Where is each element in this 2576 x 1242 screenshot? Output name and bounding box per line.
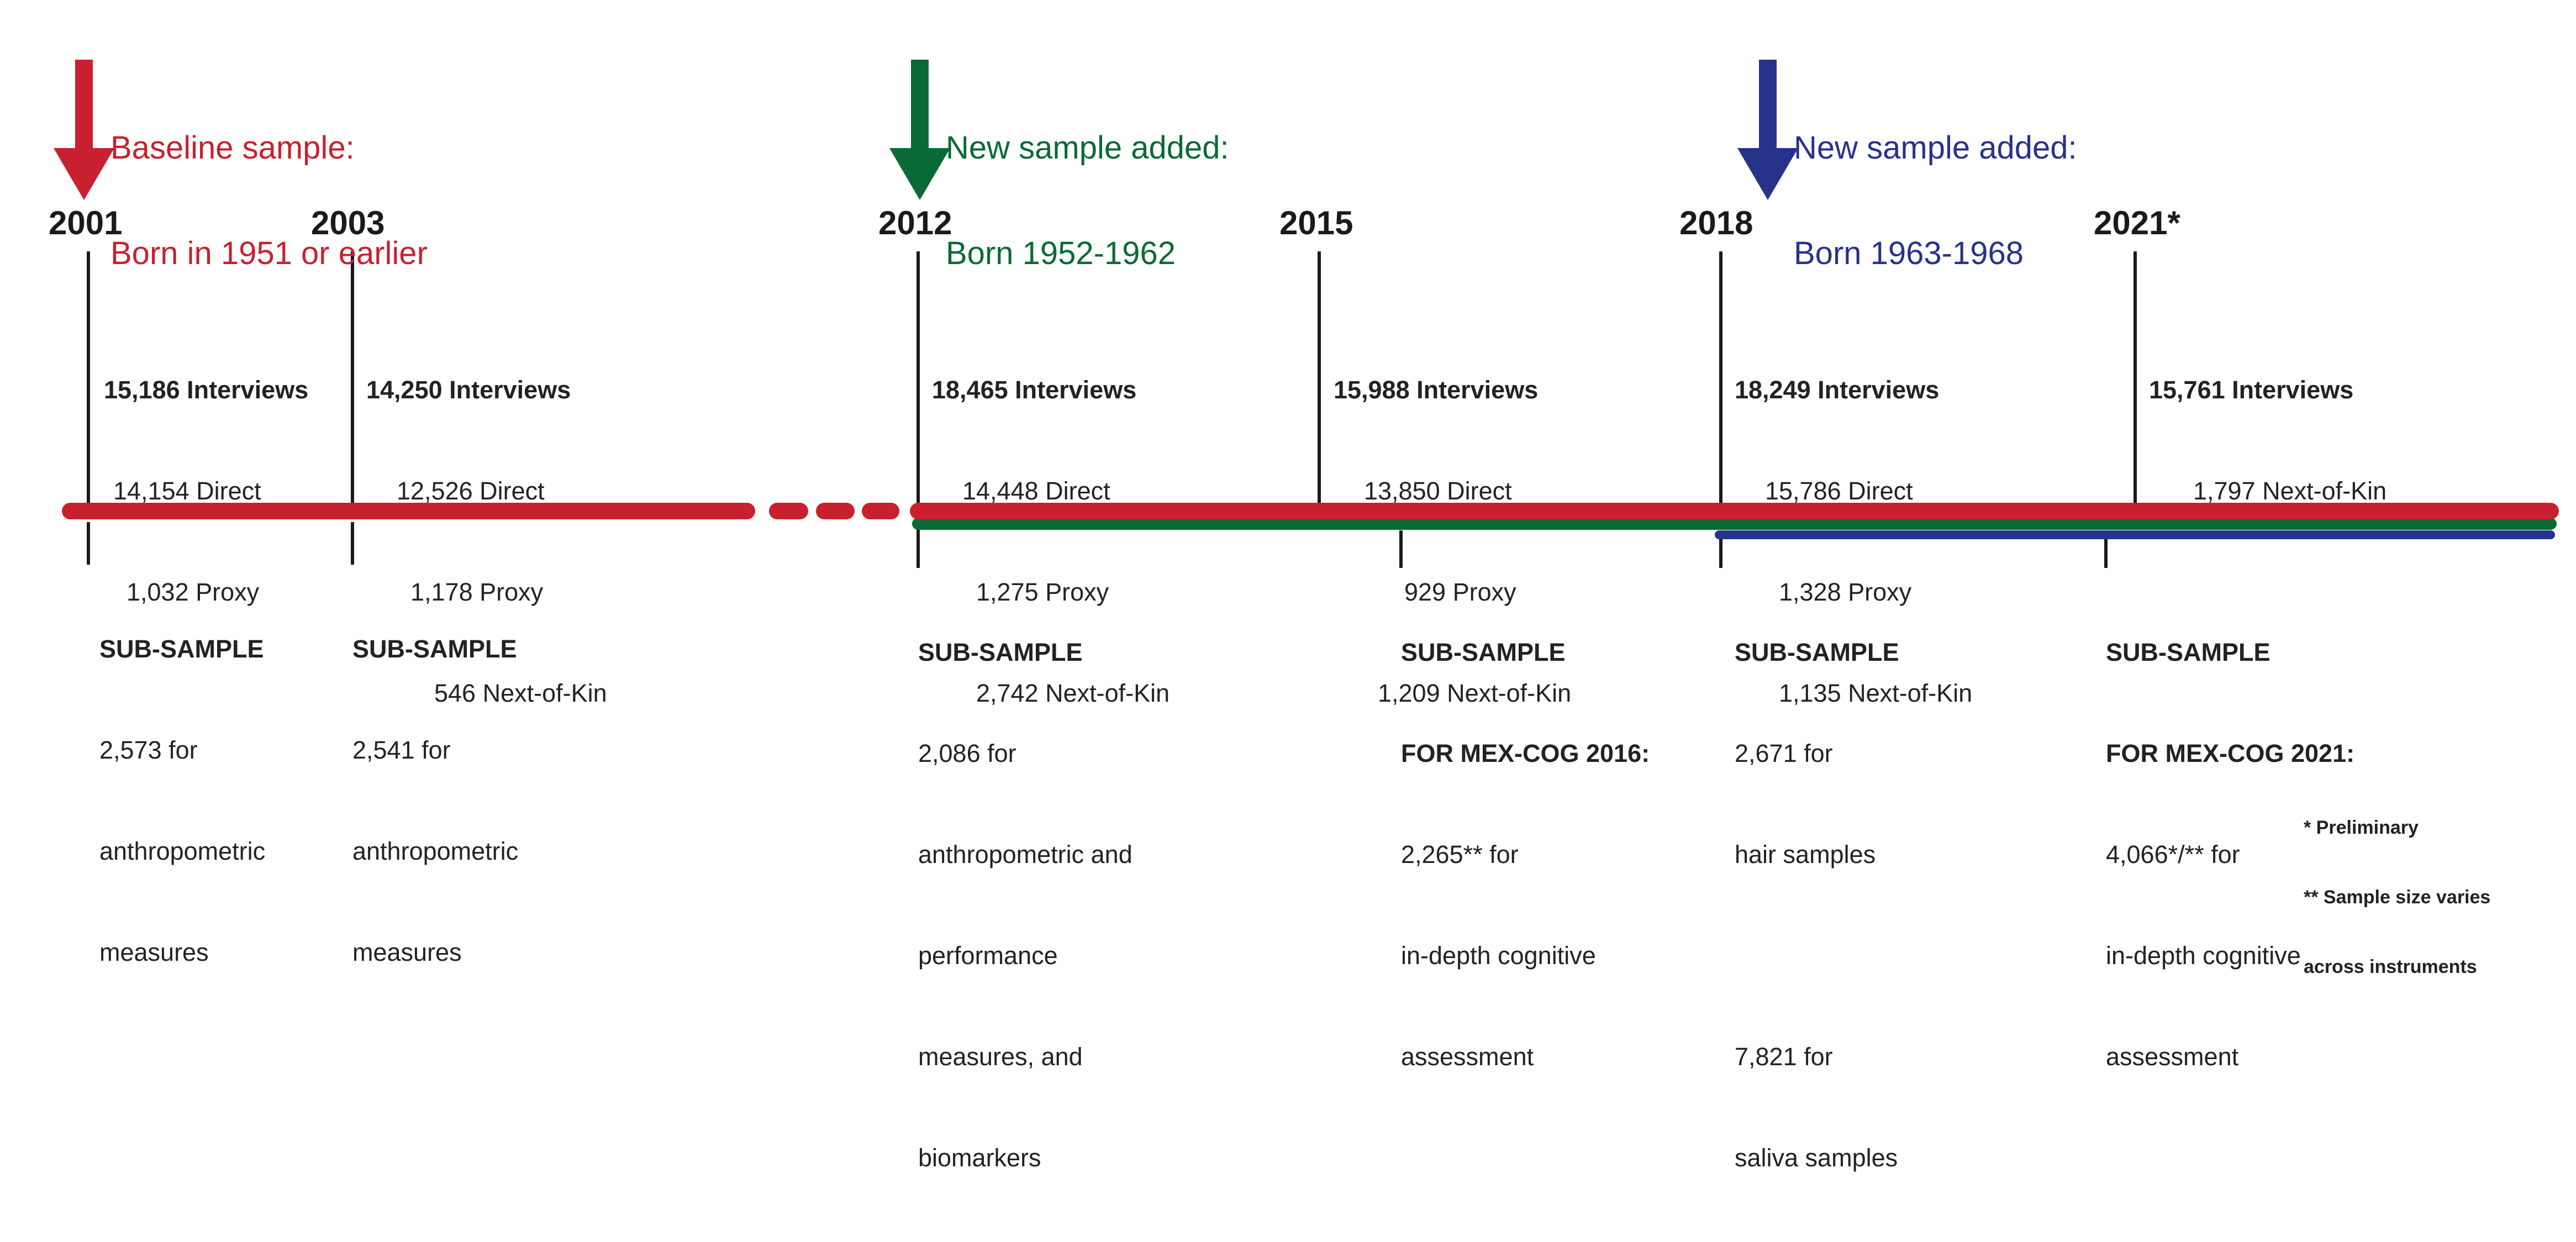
subsample-block-2018: SUB-SAMPLE 2,671 for hair samples 7,821 …	[1735, 568, 1899, 1242]
interviews-detail: 1,135 Next-of-Kin	[1779, 679, 1973, 707]
subsample-line: measures	[99, 938, 209, 966]
interviews-detail: 14,154 Direct	[113, 477, 261, 505]
subsample-block-2012: SUB-SAMPLE 2,086 for anthropometric and …	[918, 568, 1132, 1242]
interviews-total: 14,250 Interviews	[366, 376, 571, 404]
subsample-title: FOR MEX-COG 2016:	[1401, 739, 1650, 767]
cohort-label-line: Born 1963-1968	[1794, 235, 2024, 271]
interviews-detail: 929 Proxy	[1404, 578, 1516, 606]
subsample-line: measures, and	[918, 1043, 1083, 1071]
footnote: ** Sample size varies	[2304, 887, 2491, 908]
subsample-line: biomarkers	[918, 1144, 1041, 1172]
subsample-line: 2,265** for	[1401, 840, 1519, 869]
interviews-block-2015: 15,988 Interviews 13,850 Direct 929 Prox…	[1334, 306, 1571, 777]
cohort-label-line: Baseline sample:	[110, 129, 355, 166]
subsample-line: anthropometric and	[918, 840, 1132, 869]
subsample-line: 4,066*/** for	[2106, 840, 2240, 869]
interviews-detail: 15,786 Direct	[1765, 477, 1913, 505]
interviews-total: 15,186 Interviews	[104, 376, 309, 404]
interviews-detail: 1,032 Proxy	[127, 578, 260, 606]
subsample-line: hair samples	[1735, 840, 1876, 869]
subsample-title: SUB-SAMPLE	[918, 638, 1083, 666]
timeline-diagram: Baseline sample: Born in 1951 or earlier…	[49, 60, 2559, 1172]
subsample-block-2003: SUB-SAMPLE 2,541 for anthropometric meas…	[352, 565, 518, 1036]
subsample-line: 2,541 for	[352, 736, 451, 764]
year-label: 2018	[1679, 204, 1753, 241]
subsample-line: anthropometric	[99, 837, 266, 865]
cohort-label-2018: New sample added: Born 1963-1968	[1794, 60, 2077, 341]
subsample-title: SUB-SAMPLE	[1735, 638, 1899, 666]
subsample-line: measures	[352, 938, 462, 966]
interviews-detail: 13,850 Direct	[1364, 477, 1512, 505]
interviews-detail: 1,797 Next-of-Kin	[2193, 477, 2387, 505]
footnotes: * Preliminary ** Sample size varies acro…	[2304, 770, 2490, 1025]
cohort-label-line: Born in 1951 or earlier	[110, 235, 428, 271]
arrow-down-icon-baseline-shaft	[75, 60, 93, 152]
cohort-label-2012: New sample added: Born 1952-1962	[946, 60, 1229, 341]
year-label: 2021*	[2094, 204, 2180, 241]
cohort-label-baseline: Baseline sample: Born in 1951 or earlier	[110, 60, 428, 341]
cohort-label-line: New sample added:	[946, 129, 1229, 166]
interviews-block-2003: 14,250 Interviews 12,526 Direct 1,178 Pr…	[366, 306, 607, 777]
footnote: across instruments	[2304, 956, 2477, 977]
subsample-line: saliva samples	[1735, 1144, 1898, 1172]
interviews-detail: 12,526 Direct	[397, 477, 545, 505]
interviews-total: 15,761 Interviews	[2149, 376, 2354, 404]
year-label: 2001	[49, 204, 123, 241]
arrow-down-icon-2012-head	[889, 148, 950, 200]
subsample-line: 2,573 for	[99, 736, 198, 764]
subsample-title: SUB-SAMPLE	[2106, 638, 2271, 666]
interviews-detail: 14,448 Direct	[962, 477, 1110, 505]
timeline-graphics	[54, 60, 2559, 568]
subsample-title: SUB-SAMPLE	[99, 635, 264, 663]
subsample-line: anthropometric	[352, 837, 519, 865]
footnote: * Preliminary	[2304, 817, 2419, 838]
interviews-block-2012: 18,465 Interviews 14,448 Direct 1,275 Pr…	[932, 306, 1170, 777]
subsample-title: SUB-SAMPLE	[1401, 638, 1566, 666]
interviews-detail: 2,742 Next-of-Kin	[976, 679, 1170, 707]
arrow-down-icon-2012-shaft	[911, 60, 929, 152]
cohort-label-line: New sample added:	[1794, 129, 2077, 166]
interviews-detail: 1,178 Proxy	[410, 578, 544, 606]
subsample-line: 7,821 for	[1735, 1043, 1833, 1071]
interviews-block-2018: 18,249 Interviews 15,786 Direct 1,328 Pr…	[1735, 306, 1972, 777]
subsample-line: performance	[918, 941, 1058, 970]
year-label: 2015	[1279, 204, 1353, 241]
subsample-title: FOR MEX-COG 2021:	[2106, 739, 2355, 767]
interviews-detail: 1,275 Proxy	[976, 578, 1109, 606]
interviews-total: 15,988 Interviews	[1334, 376, 1539, 404]
interviews-block-2021: 15,761 Interviews 1,797 Next-of-Kin	[2149, 306, 2387, 575]
cohort-label-line: Born 1952-1962	[946, 235, 1176, 271]
interviews-block-2001: 15,186 Interviews 14,154 Direct 1,032 Pr…	[104, 306, 308, 676]
interviews-total: 18,249 Interviews	[1735, 376, 1940, 404]
interviews-detail: 1,328 Proxy	[1779, 578, 1912, 606]
year-label: 2012	[878, 204, 952, 241]
subsample-line	[1735, 939, 1899, 972]
arrow-down-icon-2018-shaft	[1759, 60, 1777, 152]
subsample-block-2015: SUB-SAMPLE FOR MEX-COG 2016: 2,265** for…	[1401, 568, 1650, 1141]
subsample-line: 2,086 for	[918, 739, 1016, 767]
arrow-down-icon-2018-head	[1737, 148, 1798, 200]
interviews-total: 18,465 Interviews	[932, 376, 1137, 404]
subsample-line: 2,671 for	[1735, 739, 1833, 767]
subsample-line: assessment	[2106, 1043, 2239, 1071]
interviews-detail: 1,209 Next-of-Kin	[1378, 679, 1572, 707]
arrow-down-icon-baseline-head	[54, 148, 114, 200]
interviews-detail: 546 Next-of-Kin	[434, 679, 607, 707]
subsample-title: SUB-SAMPLE	[352, 635, 517, 663]
subsample-block-2001: SUB-SAMPLE 2,573 for anthropometric meas…	[99, 565, 265, 1036]
year-label: 2003	[311, 204, 385, 241]
subsample-line: assessment	[1401, 1043, 1534, 1071]
subsample-line: in-depth cognitive	[1401, 941, 1596, 970]
